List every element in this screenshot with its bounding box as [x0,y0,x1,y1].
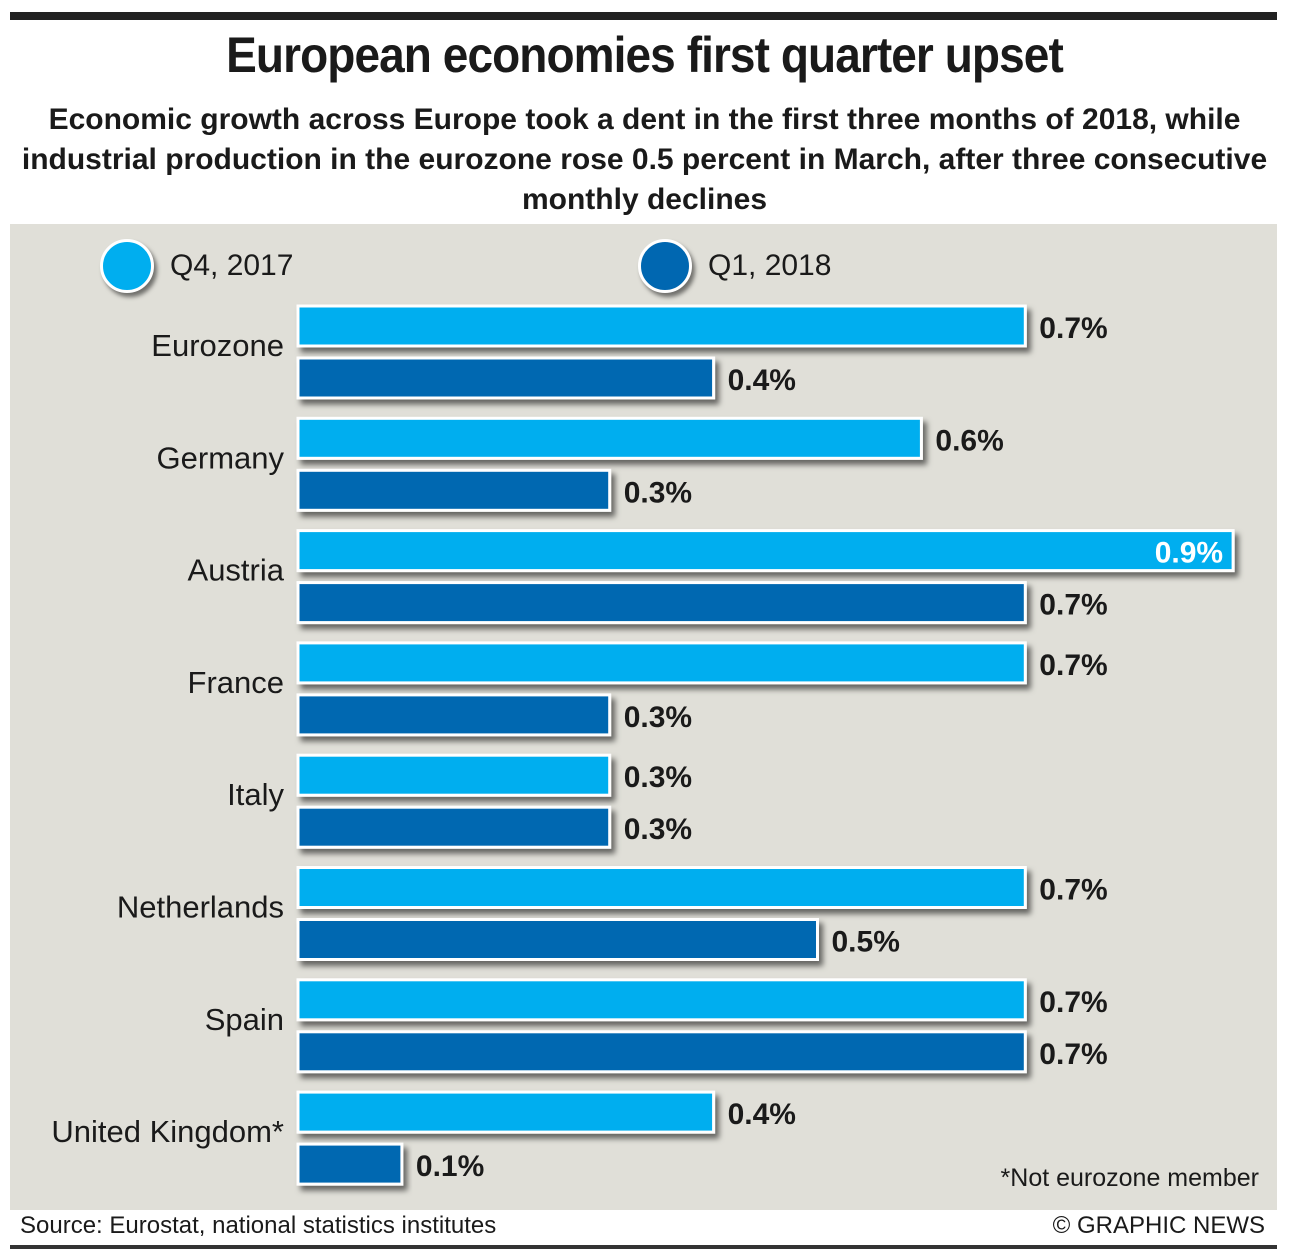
value-label-united-kingdom-q1-2018: 0.1% [416,1150,484,1183]
bar-united-kingdom-q4-2017 [296,1090,716,1134]
bar-italy-q4-2017 [296,753,612,797]
legend-swatch-q4-2017 [100,239,154,293]
bar-spain-q1-2018 [296,1030,1027,1074]
value-label-eurozone-q1-2018: 0.4% [728,364,796,397]
bar-italy-q1-2018 [296,805,612,849]
category-label-united-kingdom: United Kingdom* [51,1114,284,1149]
bar-netherlands-q1-2018 [296,918,819,961]
value-label-netherlands-q4-2017: 0.7% [1039,874,1107,907]
value-label-italy-q1-2018: 0.3% [624,813,692,846]
bar-germany-q4-2017 [296,416,923,460]
legend-item-q1-2018: Q1, 2018 [638,236,831,296]
bottom-rule [10,1245,1277,1249]
bar-spain-q4-2017 [296,978,1027,1022]
legend-item-q4-2017: Q4, 2017 [100,236,293,296]
value-label-italy-q4-2017: 0.3% [624,761,692,794]
value-label-netherlands-q1-2018: 0.5% [832,926,900,959]
category-label-france: France [188,665,284,700]
value-label-france-q1-2018: 0.3% [624,701,692,734]
footnote: *Not eurozone member [1000,1164,1259,1192]
legend-label-q1-2018: Q1, 2018 [708,249,832,282]
category-label-austria: Austria [188,553,285,588]
bar-france-q1-2018 [296,693,612,737]
legend-label-q4-2017: Q4, 2017 [170,249,294,282]
legend-swatch-q1-2018 [638,239,692,293]
category-label-spain: Spain [205,1002,284,1037]
value-label-united-kingdom-q4-2017: 0.4% [728,1098,796,1131]
value-label-eurozone-q4-2017: 0.7% [1039,312,1107,345]
bar-france-q4-2017 [296,641,1027,685]
category-label-netherlands: Netherlands [117,890,284,925]
category-label-eurozone: Eurozone [151,328,284,363]
bar-netherlands-q4-2017 [296,866,1027,909]
value-label-france-q4-2017: 0.7% [1039,649,1107,682]
bar-austria-q1-2018 [296,581,1027,625]
bar-austria-q4-2017 [296,529,1235,573]
value-label-austria-q4-2017: 0.9% [1155,537,1223,570]
value-label-austria-q1-2018: 0.7% [1039,589,1107,622]
bar-eurozone-q1-2018 [296,356,716,400]
value-label-germany-q4-2017: 0.6% [935,424,1003,457]
bar-germany-q1-2018 [296,468,612,512]
value-label-spain-q1-2018: 0.7% [1039,1038,1107,1071]
chart-title: European economies first quarter upset [226,27,1064,83]
category-label-italy: Italy [227,777,284,812]
value-label-germany-q1-2018: 0.3% [624,476,692,509]
credit-text: © GRAPHIC NEWS [1052,1212,1265,1239]
chart-subtitle: Economic growth across Europe took a den… [21,103,1268,216]
source-text: Source: Eurostat, national statistics in… [20,1212,497,1239]
bar-united-kingdom-q1-2018 [296,1142,404,1186]
bar-eurozone-q4-2017 [296,304,1027,348]
category-label-germany: Germany [157,440,285,475]
value-label-spain-q4-2017: 0.7% [1039,986,1107,1019]
top-rule [10,12,1277,20]
